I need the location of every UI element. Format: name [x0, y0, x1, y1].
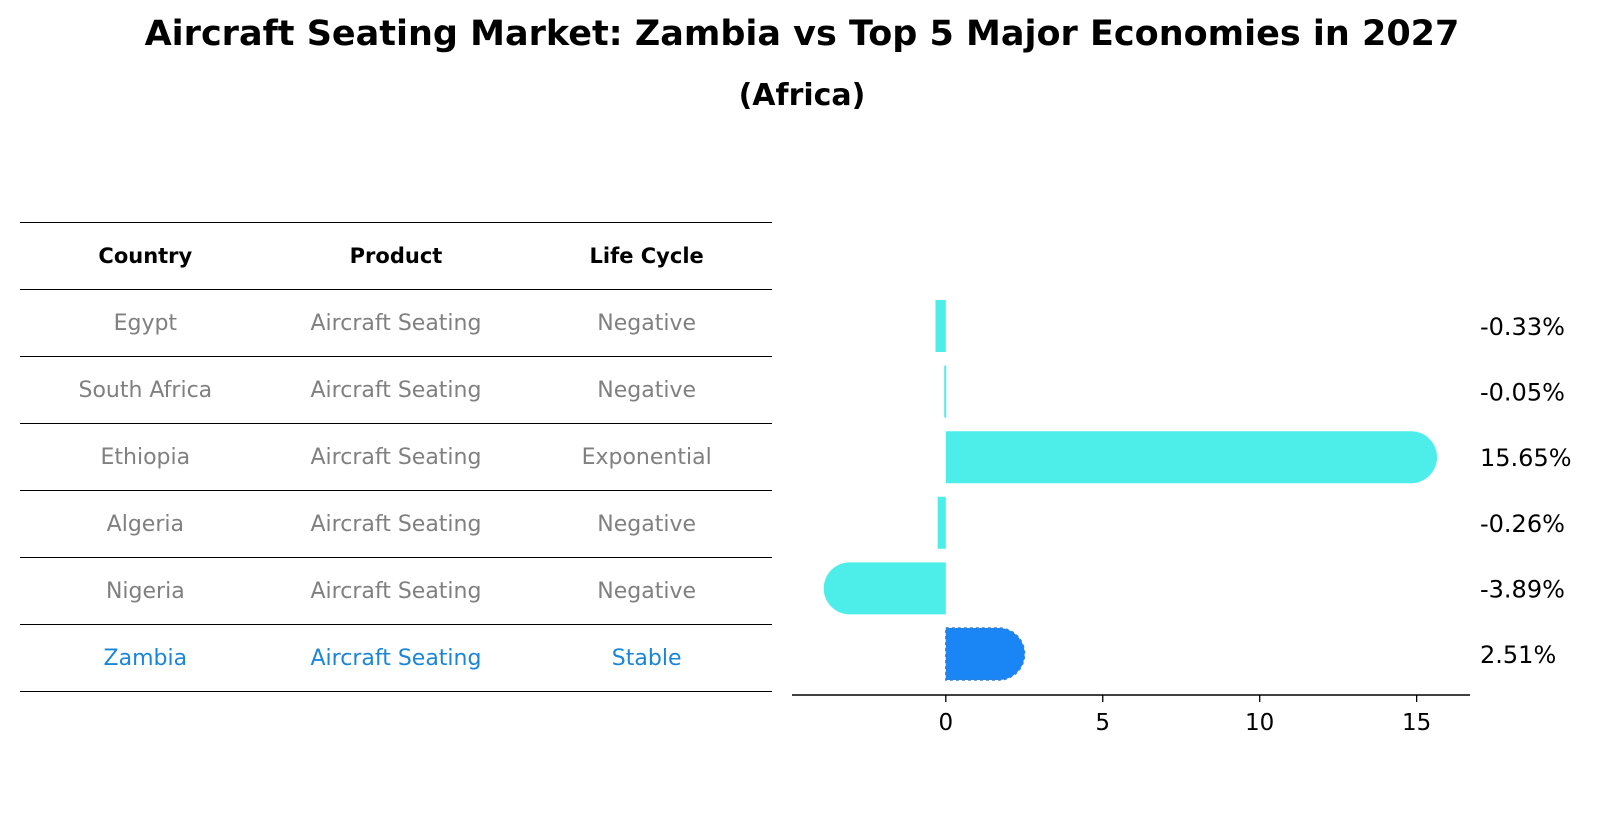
life-cycle-cell: Negative	[597, 377, 696, 403]
table-row: Algeria Aircraft Seating Negative	[20, 491, 772, 558]
bar-nigeria	[823, 562, 946, 615]
table-row: South Africa Aircraft Seating Negative	[20, 357, 772, 424]
chart-title: Aircraft Seating Market: Zambia vs Top 5…	[144, 14, 1460, 54]
country-cell: South Africa	[78, 377, 213, 403]
table-row-highlight: Zambia Aircraft Seating Stable	[20, 625, 772, 692]
life-cycle-cell: Negative	[597, 310, 696, 336]
bar-south-africa	[944, 365, 947, 418]
product-cell: Aircraft Seating	[310, 377, 482, 403]
chart-subtitle: (Africa)	[738, 78, 866, 113]
product-cell: Aircraft Seating	[310, 310, 482, 336]
value-label-ethiopia: 15.65%	[1480, 444, 1572, 472]
value-label-algeria: -0.26%	[1480, 510, 1565, 538]
country-cell: Nigeria	[105, 578, 185, 604]
table-header-row: Country Product Life Cycle	[20, 222, 772, 290]
country-cell: Egypt	[113, 310, 178, 336]
table-row: Ethiopia Aircraft Seating Exponential	[20, 424, 772, 491]
header-life-cycle: Life Cycle	[589, 244, 704, 268]
product-cell: Aircraft Seating	[310, 578, 482, 604]
bar-egypt	[935, 300, 946, 352]
life-cycle-cell: Exponential	[581, 444, 712, 470]
table-row: Nigeria Aircraft Seating Negative	[20, 558, 772, 625]
life-cycle-cell: Negative	[597, 511, 696, 537]
bar-ethiopia	[945, 431, 1438, 484]
value-label-zambia: 2.51%	[1480, 641, 1556, 669]
bar-zambia	[945, 627, 1026, 681]
value-label-egypt: -0.33%	[1480, 313, 1565, 341]
bar-algeria	[937, 496, 946, 549]
x-tick-label-5: 5	[1095, 710, 1110, 736]
header-product: Product	[349, 244, 443, 268]
x-tick-label-0: 0	[938, 710, 953, 736]
header-country: Country	[98, 244, 193, 268]
x-tick-label-15: 15	[1402, 710, 1431, 736]
product-cell: Aircraft Seating	[310, 444, 482, 470]
country-cell: Algeria	[106, 511, 184, 537]
value-label-nigeria: -3.89%	[1480, 575, 1565, 603]
product-cell: Aircraft Seating	[310, 511, 482, 537]
country-cell: Ethiopia	[100, 444, 191, 470]
data-table: Country Product Life Cycle Egypt Aircraf…	[20, 222, 772, 692]
value-label-south-africa: -0.05%	[1480, 379, 1565, 407]
life-cycle-cell: Stable	[611, 645, 682, 671]
table-row: Egypt Aircraft Seating Negative	[20, 290, 772, 357]
country-cell: Zambia	[103, 645, 188, 671]
x-tick-label-10: 10	[1245, 710, 1274, 736]
product-cell: Aircraft Seating	[310, 645, 482, 671]
life-cycle-cell: Negative	[597, 578, 696, 604]
